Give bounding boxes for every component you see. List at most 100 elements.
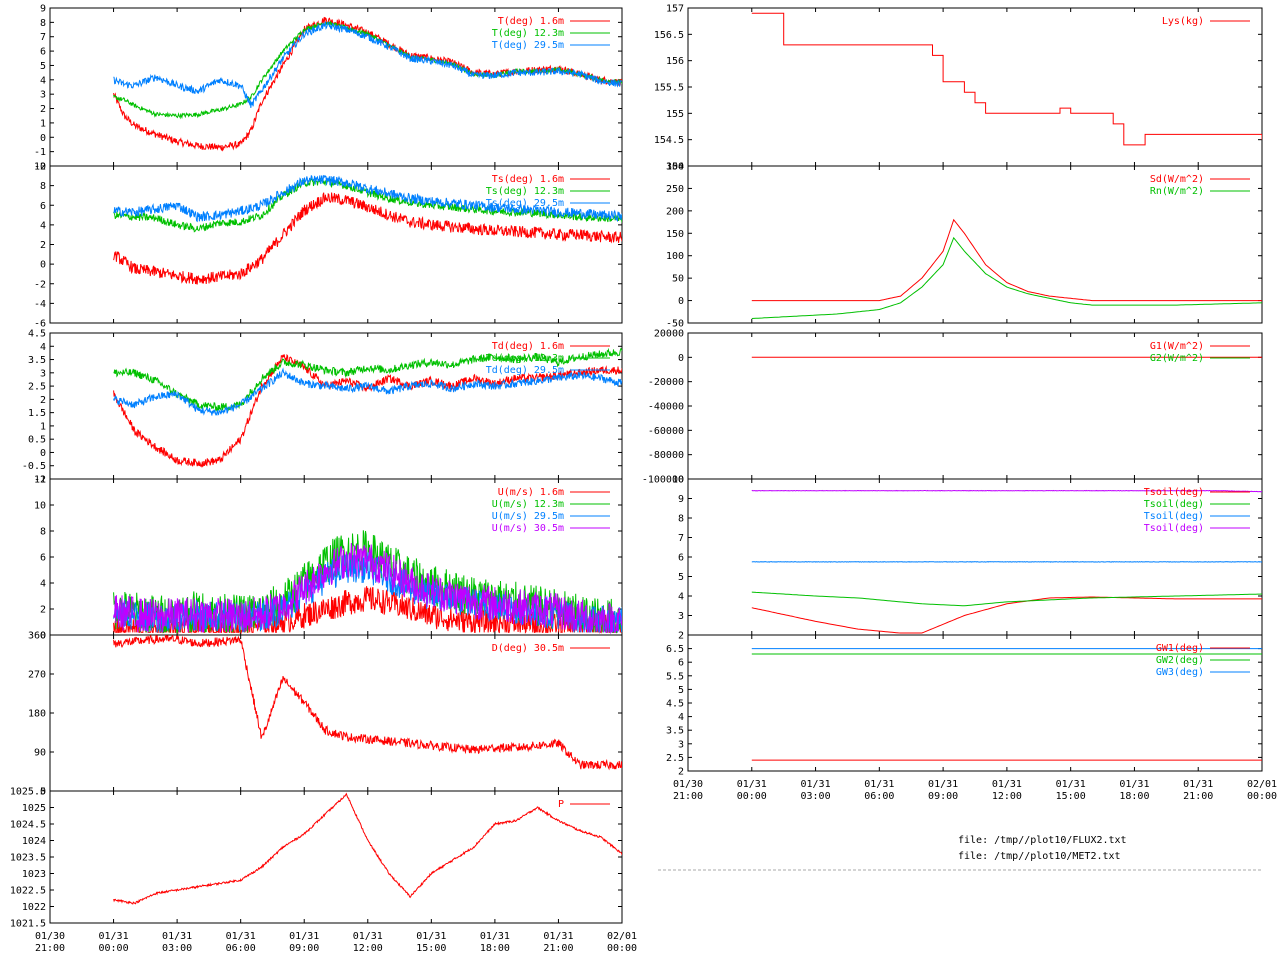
legend-label: U(m/s) 29.5m (492, 511, 564, 522)
y-tick-label: 1021.5 (10, 919, 46, 930)
y-tick-label: 1 (40, 421, 46, 432)
y-tick-label: 0 (40, 787, 46, 798)
y-tick-label: 1023.5 (10, 853, 46, 864)
y-tick-label: 180 (28, 709, 46, 720)
x-tick-time: 06:00 (864, 791, 894, 802)
series-line-Tsoil-0 (751, 596, 1262, 634)
y-tick-label: 4 (40, 579, 46, 590)
y-tick-label: 7 (40, 32, 46, 43)
y-tick-label: 4 (40, 220, 46, 231)
x-tick-time: 00:00 (737, 791, 767, 802)
y-tick-label: 155.5 (654, 83, 684, 94)
y-tick-label: 8 (40, 527, 46, 538)
x-tick-time: 15:00 (416, 943, 446, 954)
y-tick-label: -1 (34, 475, 46, 486)
x-tick-time: 00:00 (99, 943, 129, 954)
y-tick-label: 12 (34, 475, 46, 486)
x-tick-date: 01/31 (226, 931, 256, 942)
y-tick-label: 1.5 (28, 408, 46, 419)
legend-label: Ts(deg) 1.6m (492, 174, 564, 185)
x-tick-time: 03:00 (162, 943, 192, 954)
x-tick-time: 21:00 (35, 943, 65, 954)
y-tick-label: 360 (28, 631, 46, 642)
y-tick-label: 270 (28, 670, 46, 681)
y-tick-label: -1 (34, 147, 46, 158)
x-tick-time: 21:00 (673, 791, 703, 802)
y-tick-label: 10 (34, 162, 46, 173)
x-tick-date: 01/31 (928, 779, 958, 790)
y-tick-label: 50 (672, 274, 684, 285)
series-line-Sd-0 (751, 218, 1262, 302)
series-line-D-0 (113, 635, 622, 771)
x-tick-time: 00:00 (1247, 791, 1277, 802)
x-tick-date: 01/31 (289, 931, 319, 942)
series-line-Sd-1 (751, 236, 1262, 319)
legend-label: U(m/s) 1.6m (498, 487, 564, 498)
panel-U: 0 2 4 6 8 10 12 U(m/s) 1.6mU(m/s) 12.3mU(m/s) 2… (34, 475, 623, 642)
y-tick-label: -20000 (648, 377, 684, 388)
y-tick-label: 157 (666, 4, 684, 15)
y-tick-label: 3 (678, 611, 684, 622)
y-tick-label: -50 (666, 319, 684, 330)
series-line-U-3 (113, 542, 622, 635)
legend-label: Tsoil(deg) (1144, 499, 1204, 510)
legend-label: T(deg) 12.3m (492, 28, 564, 39)
legend-label: Td(deg) 1.6m (492, 341, 564, 352)
y-tick-label: 0 (40, 260, 46, 271)
y-tick-label: 5.5 (666, 671, 684, 682)
y-tick-label: 100 (666, 251, 684, 262)
y-tick-label: 7 (678, 533, 684, 544)
x-tick-time: 12:00 (353, 943, 383, 954)
x-tick-date: 01/31 (543, 931, 573, 942)
y-tick-label: 2 (40, 395, 46, 406)
x-tick-date: 02/01 (1247, 779, 1277, 790)
y-tick-label: -2 (34, 162, 46, 173)
series-line-U-0 (113, 586, 622, 635)
y-tick-label: 0 (40, 631, 46, 642)
x-tick-date: 01/31 (1056, 779, 1086, 790)
y-tick-label: 6.5 (666, 644, 684, 655)
y-tick-label: 9 (40, 4, 46, 15)
x-tick-date: 01/31 (99, 931, 129, 942)
file-label-met: file: /tmp//plot10/MET2.txt (958, 851, 1121, 862)
y-tick-label: 200 (666, 206, 684, 217)
y-tick-label: 3.5 (28, 355, 46, 366)
series-line-Ts-0 (113, 192, 622, 285)
series-line-Lys-0 (751, 12, 1262, 146)
y-tick-label: 2 (40, 240, 46, 251)
y-tick-label: 156 (666, 56, 684, 67)
y-tick-label: -6 (34, 319, 46, 330)
y-tick-label: -40000 (648, 402, 684, 413)
panel-Td: -1-0.500.511.522.533.544.5Td(deg) 1.6mTd… (22, 329, 623, 486)
legend-label: U(m/s) 30.5m (492, 523, 564, 534)
legend-label: GW1(deg) (1156, 643, 1204, 654)
x-tick-date: 01/31 (1183, 779, 1213, 790)
y-tick-label: 150 (666, 229, 684, 240)
legend-label: Ts(deg) 29.5m (486, 198, 564, 209)
y-tick-label: 4 (678, 712, 684, 723)
x-tick-date: 01/30 (35, 931, 65, 942)
series-line-Td-2 (113, 367, 622, 416)
y-tick-label: 1025 (22, 803, 46, 814)
x-tick-time: 18:00 (1119, 791, 1149, 802)
panel-Lys: 154 154.5 155 155.5 156 156.5 157 Lys(kg) (654, 4, 1263, 173)
y-tick-label: 8 (40, 18, 46, 29)
y-tick-label: 1024 (22, 836, 46, 847)
x-tick-time: 00:00 (607, 943, 637, 954)
legend-label: P (558, 799, 564, 810)
panel-D: 0 90 180 270 360 D(deg) 30.5m (28, 631, 623, 798)
legend-label: U(m/s) 12.3m (492, 499, 564, 510)
footer: file: /tmp//plot10/FLUX2.txt file: /tmp/… (658, 835, 1262, 871)
series-line-P-0 (113, 792, 622, 905)
y-tick-label: 4.5 (28, 329, 46, 340)
x-tick-date: 01/31 (801, 779, 831, 790)
y-tick-label: 156.5 (654, 30, 684, 41)
x-tick-time: 21:00 (1183, 791, 1213, 802)
panel-G: -100000 -80000 -60000 -40000 -20000 0 20000 G1(… (642, 329, 1263, 486)
y-tick-label: 1024.5 (10, 820, 46, 831)
legend-label: Rn(W/m^2) (1150, 186, 1204, 197)
y-tick-label: 2 (678, 767, 684, 778)
x-tick-time: 06:00 (226, 943, 256, 954)
